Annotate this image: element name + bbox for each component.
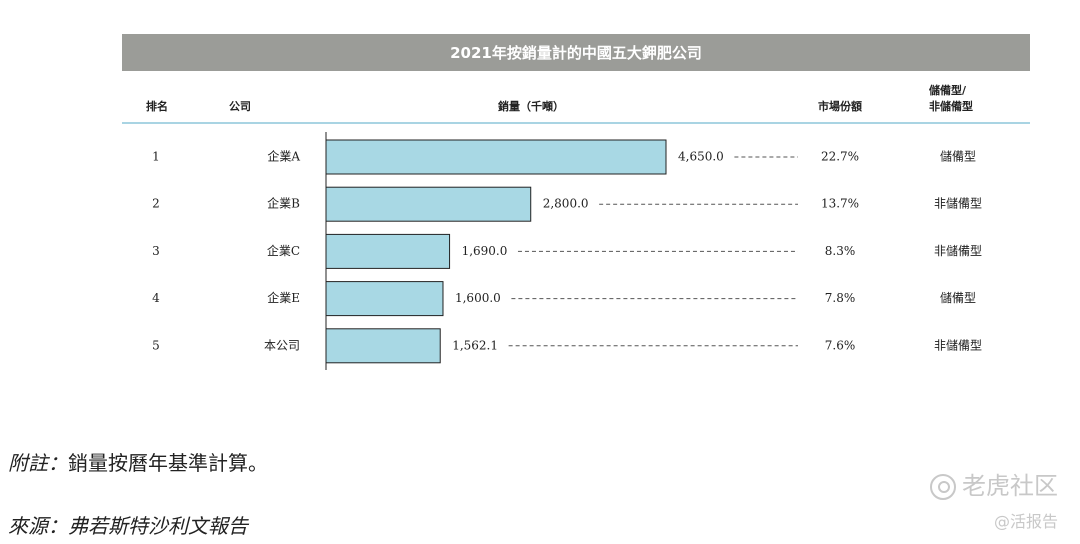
- storage-type-label: 非儲備型: [934, 337, 982, 352]
- header-sales: 銷量（千噸）: [498, 100, 564, 113]
- market-share-label: 13.7%: [821, 197, 859, 211]
- bar: [325, 139, 667, 175]
- source-note: 來源：弗若斯特沙利文報告: [8, 510, 248, 539]
- bar: [325, 328, 441, 364]
- storage-type-label: 儲備型: [940, 149, 976, 164]
- chart-title: 2021年按銷量計的中國五大鉀肥公司: [122, 34, 1030, 71]
- company-label: 企業C: [267, 243, 300, 258]
- value-label: 1,690.0: [462, 244, 508, 258]
- rank-label: 5: [152, 338, 160, 352]
- value-label: 1,600.0: [455, 291, 501, 305]
- watermark-handle: @活报告: [993, 512, 1058, 531]
- company-label: 企業B: [267, 196, 300, 211]
- value-label: 2,800.0: [543, 197, 589, 211]
- header-type-line2: 非儲備型: [929, 100, 973, 113]
- rank-label: 1: [152, 150, 160, 164]
- header-company: 公司: [229, 100, 251, 113]
- rank-label: 3: [152, 244, 160, 258]
- bar: [325, 233, 451, 269]
- storage-type-label: 非儲備型: [934, 196, 982, 211]
- source-text: 弗若斯特沙利文報告: [68, 514, 248, 538]
- company-label: 企業E: [267, 290, 300, 305]
- market-share-label: 8.3%: [825, 244, 856, 258]
- footnote-label: 附註：: [8, 451, 68, 475]
- storage-type-label: 儲備型: [940, 290, 976, 305]
- bar: [325, 281, 444, 317]
- source-label: 來源：: [8, 514, 68, 538]
- rank-label: 4: [152, 291, 160, 305]
- watermark-brand: 老虎社区: [962, 472, 1058, 500]
- market-share-label: 7.6%: [825, 338, 856, 352]
- tiger-logo-icon: [930, 474, 956, 500]
- footnote: 附註：銷量按曆年基準計算。: [8, 447, 268, 476]
- value-label: 4,650.0: [678, 150, 724, 164]
- market-share-label: 7.8%: [825, 291, 856, 305]
- watermark: 老虎社区: [930, 466, 1058, 501]
- company-label: 企業A: [267, 149, 300, 164]
- bar: [325, 186, 532, 222]
- value-label: 1,562.1: [452, 338, 498, 352]
- header-share: 市場份額: [818, 100, 862, 113]
- header-rank: 排名: [146, 100, 168, 113]
- rank-label: 2: [152, 197, 160, 211]
- header-rule: [122, 122, 1030, 124]
- company-label: 本公司: [264, 338, 300, 352]
- footnote-text: 銷量按曆年基準計算。: [68, 451, 268, 475]
- market-share-label: 22.7%: [821, 150, 859, 164]
- storage-type-label: 非儲備型: [934, 243, 982, 258]
- header-type-line1: 儲備型/: [929, 84, 967, 97]
